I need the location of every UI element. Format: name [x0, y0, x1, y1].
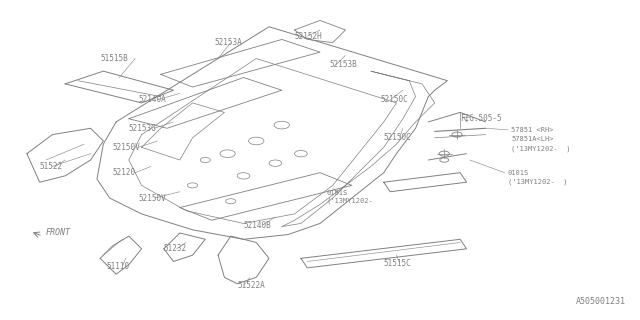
- Text: 52153G: 52153G: [129, 124, 157, 133]
- Text: FRONT: FRONT: [46, 228, 71, 237]
- Text: 52150V: 52150V: [138, 194, 166, 203]
- Text: 52120: 52120: [113, 168, 136, 177]
- Text: 52140A: 52140A: [138, 95, 166, 104]
- Text: 0101S: 0101S: [326, 190, 348, 196]
- Text: 0101S: 0101S: [508, 170, 529, 176]
- Text: 52153A: 52153A: [215, 38, 243, 47]
- Text: FIG.505-5: FIG.505-5: [460, 114, 502, 123]
- Text: 52153B: 52153B: [330, 60, 357, 69]
- Text: 52150C: 52150C: [384, 133, 412, 142]
- Text: ('13MY1202-  ): ('13MY1202- ): [508, 179, 568, 186]
- Text: 51232: 51232: [164, 244, 187, 253]
- Text: 57851A<LH>: 57851A<LH>: [511, 136, 554, 142]
- Text: 51515B: 51515B: [100, 54, 128, 63]
- Text: 57851 <RH>: 57851 <RH>: [511, 127, 554, 133]
- Text: 51522A: 51522A: [237, 281, 265, 290]
- Text: ('13MY1202-  ): ('13MY1202- ): [511, 146, 571, 152]
- Text: 52152H: 52152H: [294, 32, 323, 41]
- Text: ('13MY1202-: ('13MY1202-: [326, 198, 373, 204]
- Text: 51515C: 51515C: [384, 259, 412, 268]
- Text: A505001231: A505001231: [576, 297, 626, 306]
- Text: 51110: 51110: [106, 262, 130, 271]
- Text: 52150V: 52150V: [113, 143, 141, 152]
- Text: 51522: 51522: [40, 162, 63, 171]
- Text: 52150C: 52150C: [381, 95, 408, 104]
- Text: 52140B: 52140B: [244, 220, 271, 229]
